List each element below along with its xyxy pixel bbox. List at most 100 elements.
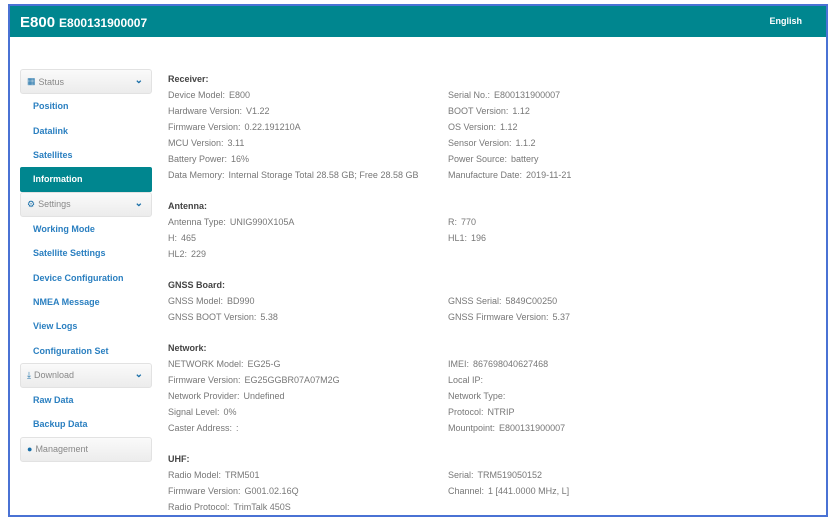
- field-label: IMEI:: [448, 359, 470, 369]
- sidebar-item-datalink[interactable]: Datalink: [33, 125, 69, 136]
- field-value: TRM519050152: [477, 470, 543, 480]
- info-row: Hardware Version: V1.22 BOOT Version: 1.12: [168, 103, 728, 119]
- field-label: Antenna Type:: [168, 217, 226, 227]
- sidebar-item-satellites[interactable]: Satellites: [33, 149, 73, 160]
- sidebar-item-working-mode[interactable]: Working Mode: [33, 223, 95, 234]
- info-row: Caster Address:: Mountpoint: E800131900007: [168, 420, 728, 436]
- app-frame: E800 E800131900007 English ▦ Status ⌄ Positi…: [8, 4, 828, 517]
- sidebar-item-nmea-message[interactable]: NMEA Message: [33, 296, 100, 307]
- sidebar-item-satellite-settings[interactable]: Satellite Settings: [33, 248, 106, 259]
- device-title: E800 E800131900007: [20, 14, 147, 31]
- info-field: Caster Address::: [168, 420, 448, 436]
- field-label: Protocol:: [448, 407, 484, 417]
- field-label: BOOT Version:: [448, 106, 509, 116]
- field-label: Sensor Version:: [448, 138, 512, 148]
- field-value: V1.22: [246, 106, 270, 116]
- info-row: Firmware Version: EG25GGBR07A07M2G Local I…: [168, 372, 728, 388]
- download-icon: ⤓: [27, 369, 31, 380]
- device-model: E800: [20, 14, 56, 31]
- info-field: GNSS BOOT Version: 5.38: [168, 309, 448, 325]
- section-title: UHF:: [168, 454, 190, 464]
- section-title: Network:: [168, 343, 207, 353]
- info-row: Radio Model: TRM501 Serial: TRM519050152: [168, 467, 728, 483]
- field-value: 1.12: [500, 122, 518, 132]
- group-label: Download: [33, 370, 75, 381]
- field-label: GNSS BOOT Version:: [168, 312, 257, 322]
- field-label: Radio Protocol:: [168, 502, 230, 512]
- info-field: NETWORK Model: EG25-G: [168, 356, 448, 372]
- info-field: Firmware Version: G001.02.16Q: [168, 483, 448, 499]
- field-value: 3.11: [227, 138, 245, 148]
- info-row: H: 465 HL1: 196: [168, 230, 728, 246]
- language-selector[interactable]: English: [769, 16, 802, 26]
- field-label: Device Model:: [168, 90, 226, 100]
- info-field: HL1: 196: [448, 230, 728, 246]
- info-field: Mountpoint: E800131900007: [448, 420, 728, 436]
- field-label: GNSS Serial:: [448, 296, 502, 306]
- field-value: G001.02.16Q: [244, 486, 299, 496]
- info-row: Network Provider: Undefined Network Type:: [168, 388, 728, 404]
- field-value: 196: [471, 233, 487, 243]
- field-label: R:: [448, 217, 457, 227]
- sidebar-item-view-logs[interactable]: View Logs: [33, 321, 78, 332]
- sidebar-group-management[interactable]: ● Management: [20, 436, 152, 462]
- field-label: Serial:: [448, 470, 474, 480]
- info-field: GNSS Firmware Version: 5.37: [448, 309, 728, 325]
- field-label: Firmware Version:: [168, 375, 241, 385]
- info-field: Signal Level: 0%: [168, 404, 448, 420]
- field-value: 1.1.2: [515, 138, 536, 148]
- empty-cell: [448, 499, 728, 515]
- field-label: Network Provider:: [168, 391, 240, 401]
- sidebar-group-status[interactable]: ▦ Status ⌄: [20, 69, 152, 94]
- field-value: 0.22.191210A: [244, 122, 301, 132]
- section-gnss-board: GNSS Board: GNSS Model: BD990 GNSS Serial: 5…: [168, 277, 728, 325]
- field-label: Data Memory:: [168, 170, 225, 180]
- field-label: Serial No.:: [448, 90, 491, 100]
- field-value: 770: [461, 217, 477, 227]
- info-field: Manufacture Date: 2019-11-21: [448, 167, 728, 183]
- sidebar-item-configuration-set[interactable]: Configuration Set: [33, 345, 109, 356]
- sidebar-group-settings[interactable]: ⚙ Settings ⌄: [20, 191, 152, 217]
- field-value: NTRIP: [487, 407, 515, 417]
- sidebar-item-backup-data[interactable]: Backup Data: [33, 419, 88, 430]
- group-label: Settings: [38, 199, 71, 210]
- field-label: GNSS Model:: [168, 296, 224, 306]
- field-value: 1 [441.0000 MHz, L]: [488, 486, 570, 496]
- field-value: 16%: [231, 154, 250, 164]
- field-value: 867698040627468: [473, 359, 549, 369]
- info-field: Radio Model: TRM501: [168, 467, 448, 483]
- info-field: Firmware Version: 0.22.191210A: [168, 119, 448, 135]
- sidebar: ▦ Status ⌄ Position Datalink Satellites Inform…: [20, 69, 152, 462]
- info-field: BOOT Version: 1.12: [448, 103, 728, 119]
- field-label: Hardware Version:: [168, 106, 243, 116]
- info-field: Local IP:: [448, 372, 728, 388]
- sidebar-item-position[interactable]: Position: [33, 101, 69, 112]
- field-value: UNIG990X105A: [229, 217, 295, 227]
- info-field: Device Model: E800: [168, 87, 448, 103]
- field-value: EG25GGBR07A07M2G: [244, 375, 340, 385]
- info-field: Antenna Type: UNIG990X105A: [168, 214, 448, 230]
- field-value: 1.12: [512, 106, 530, 116]
- chevron-down-icon[interactable]: ⌄: [134, 368, 143, 380]
- field-value: :: [236, 423, 239, 433]
- group-label: Management: [35, 444, 88, 455]
- field-label: Radio Model:: [168, 470, 222, 480]
- field-value: BD990: [227, 296, 255, 306]
- info-field: Sensor Version: 1.1.2: [448, 135, 728, 151]
- field-value: E800: [229, 90, 251, 100]
- grid-icon: ▦: [27, 76, 36, 86]
- field-label: Manufacture Date:: [448, 170, 523, 180]
- chevron-down-icon[interactable]: ⌄: [134, 75, 143, 86]
- sidebar-item-information[interactable]: Information: [20, 167, 152, 192]
- field-value: E800131900007: [499, 423, 566, 433]
- sidebar-item-device-configuration[interactable]: Device Configuration: [33, 272, 124, 283]
- info-icon: ●: [27, 444, 33, 455]
- section-antenna: Antenna: Antenna Type: UNIG990X105A R: 770 H:…: [168, 198, 728, 262]
- sidebar-group-download[interactable]: ⤓ Download ⌄: [20, 362, 152, 388]
- info-row: MCU Version: 3.11 Sensor Version: 1.1.2: [168, 135, 728, 151]
- field-label: NETWORK Model:: [168, 359, 244, 369]
- sidebar-item-raw-data[interactable]: Raw Data: [33, 395, 74, 406]
- info-field: Power Source: battery: [448, 151, 728, 167]
- chevron-down-icon[interactable]: ⌄: [134, 197, 143, 209]
- info-field: Network Provider: Undefined: [168, 388, 448, 404]
